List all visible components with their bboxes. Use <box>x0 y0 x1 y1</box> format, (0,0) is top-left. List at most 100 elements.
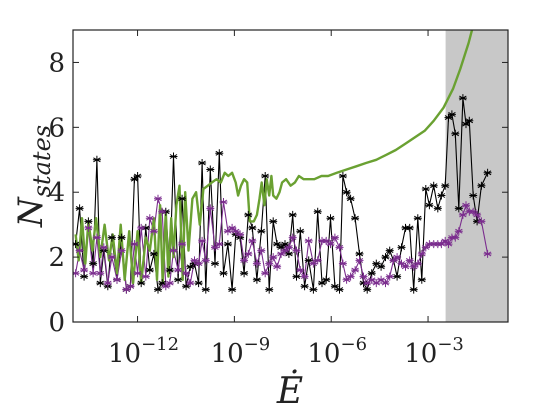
series-1-point-4 <box>89 269 98 278</box>
series-0-point-98 <box>469 191 478 200</box>
series-0-point-1 <box>75 204 84 213</box>
series-0-point-32 <box>201 285 210 294</box>
series-1-point-24 <box>169 246 178 255</box>
series-1-point-5 <box>92 233 101 242</box>
shaded-region <box>445 30 508 322</box>
series-0-point-58 <box>309 285 318 294</box>
series-0-point-73 <box>372 259 381 268</box>
series-1-point-28 <box>186 279 195 288</box>
series-0-point-28 <box>186 262 195 271</box>
y-tick-label-0: 0 <box>48 308 65 338</box>
tick-layer: 0 2 4 6 8 10−12 10−9 10−6 10−3 <box>48 30 508 369</box>
series-1-point-77 <box>389 256 398 265</box>
series-1-point-12 <box>122 285 131 294</box>
series-1-point-76 <box>385 272 394 281</box>
series-0-point-16 <box>137 279 146 288</box>
series-1-point-78 <box>393 253 402 262</box>
series-0-point-38 <box>228 285 237 294</box>
series-1-point-16 <box>137 223 146 232</box>
shaded-region-rect <box>445 30 508 322</box>
series-1-point-20 <box>154 194 162 203</box>
series-0-point-54 <box>292 272 301 281</box>
series-1-point-35 <box>215 240 224 249</box>
series-1-point-19 <box>149 227 158 236</box>
series-0-point-80 <box>401 223 410 232</box>
series-0-point-82 <box>409 285 418 294</box>
series-1-point-58 <box>309 259 318 268</box>
series-1-point-82 <box>409 262 418 271</box>
series-1-point-21 <box>158 207 167 216</box>
series-1-point-87 <box>429 240 438 249</box>
series-1-point-91 <box>444 240 453 249</box>
series-0-point-43 <box>248 223 257 232</box>
series-1-point-39 <box>231 227 240 236</box>
series-0-point-100 <box>477 181 486 190</box>
series-1-point-66 <box>342 275 351 284</box>
series-1-point-89 <box>437 240 446 249</box>
series-0-point-63 <box>330 282 339 291</box>
series-0-point-90 <box>441 181 450 190</box>
y-tick-label-2: 2 <box>48 243 65 273</box>
series-1-point-79 <box>397 259 406 268</box>
series-1-point-101 <box>483 249 492 258</box>
series-1-point-73 <box>372 279 381 288</box>
plot-frame <box>72 29 509 323</box>
series-1-point-98 <box>469 207 478 216</box>
y-tick-label-8: 8 <box>48 48 65 78</box>
series-1-point-95 <box>458 210 467 219</box>
series-1-point-9 <box>107 253 116 262</box>
series-1-point-90 <box>441 236 450 245</box>
series-1-point-0 <box>73 269 80 278</box>
series-0-point-76 <box>385 246 394 255</box>
x-tick-label-0: 10−12 <box>108 334 179 369</box>
series-1-point-15 <box>133 269 142 278</box>
series-1-point-75 <box>381 279 390 288</box>
series-0-point-44 <box>252 275 261 284</box>
series-0-point-34 <box>211 259 219 268</box>
series-0-point-101 <box>483 168 492 177</box>
series-1-point-49 <box>273 262 282 271</box>
series-0-point-31 <box>198 159 207 167</box>
series-1-point-10 <box>113 275 121 284</box>
series-0-point-11 <box>117 233 126 242</box>
series-1-point-86 <box>425 240 434 249</box>
x-tick-label-1: 10−9 <box>211 334 271 369</box>
series-1-point-34 <box>211 243 219 252</box>
series-1-point-45 <box>257 246 266 255</box>
series-1-point-62 <box>326 240 335 249</box>
series-0-point-79 <box>397 243 406 252</box>
series-1-point-93 <box>451 233 460 242</box>
series-1-point-80 <box>401 262 410 271</box>
series-1-point-55 <box>296 266 305 275</box>
series-0-point-83 <box>413 214 422 223</box>
series-0-point-94 <box>454 204 463 213</box>
series-1-point-46 <box>261 269 270 278</box>
series-1-point-54 <box>292 246 301 255</box>
series-0-point-97 <box>465 116 474 125</box>
series-1-point-22 <box>161 282 170 291</box>
series-1-point-50 <box>277 249 286 258</box>
series-1-point-31 <box>198 236 207 245</box>
series-0-point-41 <box>240 269 249 278</box>
series-1-point-83 <box>413 259 422 268</box>
series-1-point-72 <box>367 275 376 284</box>
series-1-point-23 <box>165 279 174 288</box>
series-0-point-56 <box>300 282 309 291</box>
series-1-point-42 <box>244 249 253 258</box>
series-1-point-61 <box>322 236 331 245</box>
series-1-point-51 <box>281 246 289 255</box>
series-0-point-4 <box>89 259 98 268</box>
series-0-point-71 <box>363 285 372 294</box>
series-1-point-48 <box>269 253 278 262</box>
series-0-point-37 <box>223 240 232 249</box>
series-1-point-40 <box>236 230 245 239</box>
series-0-point-86 <box>425 201 434 210</box>
series-0-point-45 <box>257 227 266 236</box>
series-0-point-95 <box>458 94 467 103</box>
series-0-point-52 <box>284 249 293 258</box>
series-0-point-25 <box>174 275 183 284</box>
series-1-point-74 <box>377 275 386 284</box>
series-1-point-6 <box>96 269 105 278</box>
series-0-point-42 <box>244 210 253 219</box>
series-0-point-20 <box>154 285 162 294</box>
